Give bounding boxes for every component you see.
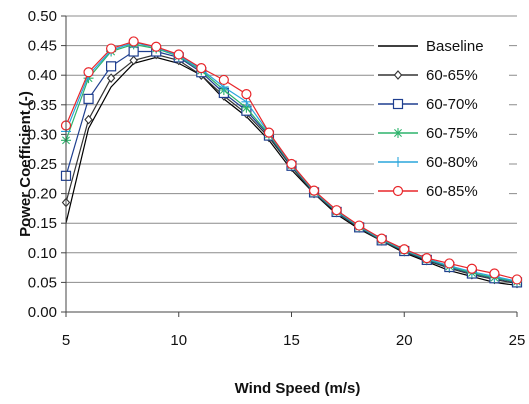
y-tick-label: 0.35	[28, 97, 57, 114]
y-tick-label: 0.15	[28, 215, 57, 232]
circle-marker	[444, 258, 455, 269]
circle-marker	[263, 127, 275, 138]
y-axis-ticks: 0.00 0.05 0.10 0.15 0.20 0.25 0.30 0.35 0.40 0.45…	[28, 8, 66, 321]
circle-marker	[308, 185, 320, 196]
circle-marker	[354, 220, 365, 231]
circle-marker	[218, 74, 229, 86]
square-marker	[83, 93, 94, 104]
y-tick-label: 0.50	[28, 8, 57, 25]
circle-marker	[286, 158, 297, 170]
legend-item-background	[374, 122, 509, 144]
circle-marker	[466, 263, 477, 274]
legend-label: Baseline	[426, 38, 484, 55]
x-axis-title: Wind Speed (m/s)	[235, 380, 361, 397]
star-marker	[393, 128, 403, 138]
x-tick-label: 5	[62, 332, 70, 349]
x-tick-label: 15	[283, 332, 300, 349]
square-marker	[105, 61, 117, 72]
y-tick-label: 0.30	[28, 126, 57, 143]
x-tick-label: 25	[509, 332, 526, 349]
legend-item: 60-65%	[374, 64, 509, 86]
legend-item-background	[374, 151, 509, 173]
diamond-marker	[129, 55, 138, 66]
diamond-marker	[106, 73, 116, 83]
legend-item: Baseline	[374, 35, 509, 57]
legend-label: 60-80%	[426, 154, 478, 171]
legend-label: 60-85%	[426, 183, 478, 200]
circle-marker	[196, 62, 207, 74]
x-axis-ticks: 5 10 15 20 25	[62, 312, 526, 349]
star-marker	[241, 102, 252, 113]
circle-marker	[392, 185, 404, 197]
y-tick-label: 0.20	[28, 186, 57, 203]
y-tick-label: 0.40	[28, 67, 57, 84]
plus-marker	[393, 157, 403, 167]
legend-item: 60-75%	[374, 122, 509, 144]
y-axis-title: Power Coefficient (-)	[17, 91, 34, 237]
series-60-85%	[60, 36, 523, 285]
legend-item-background	[374, 64, 509, 86]
circle-marker	[376, 233, 387, 244]
circle-marker	[241, 89, 252, 100]
legend-item: 60-85%	[374, 180, 509, 202]
circle-marker	[151, 41, 162, 52]
y-tick-label: 0.00	[28, 304, 57, 321]
legend-item-background	[374, 35, 509, 57]
legend-label: 60-70%	[426, 96, 478, 113]
y-tick-label: 0.10	[28, 245, 57, 262]
circle-marker	[421, 253, 432, 264]
square-marker	[392, 98, 404, 110]
circle-marker	[331, 205, 342, 216]
circle-marker	[105, 43, 117, 54]
x-tick-label: 10	[170, 332, 187, 349]
diamond-marker	[393, 70, 403, 80]
legend-item-background	[374, 93, 509, 115]
legend-label: 60-75%	[426, 125, 478, 142]
circle-marker	[399, 244, 410, 255]
legend-item: 60-70%	[374, 93, 509, 115]
circle-marker	[83, 67, 94, 78]
y-tick-label: 0.05	[28, 274, 57, 291]
y-tick-label: 0.45	[28, 38, 57, 55]
circle-marker	[511, 274, 523, 285]
circle-marker	[173, 49, 184, 60]
legend-item: 60-80%	[374, 151, 509, 173]
circle-marker	[489, 268, 500, 279]
circle-marker	[128, 36, 139, 47]
diamond-marker	[84, 114, 93, 125]
x-tick-label: 20	[396, 332, 413, 349]
legend: Baseline 60-65% 60-70% 60-75% 60-80% 60-85%	[374, 35, 509, 202]
y-tick-label: 0.25	[28, 156, 57, 173]
legend-item-background	[374, 180, 509, 202]
legend-label: 60-65%	[426, 67, 478, 84]
series-lines	[60, 36, 523, 289]
